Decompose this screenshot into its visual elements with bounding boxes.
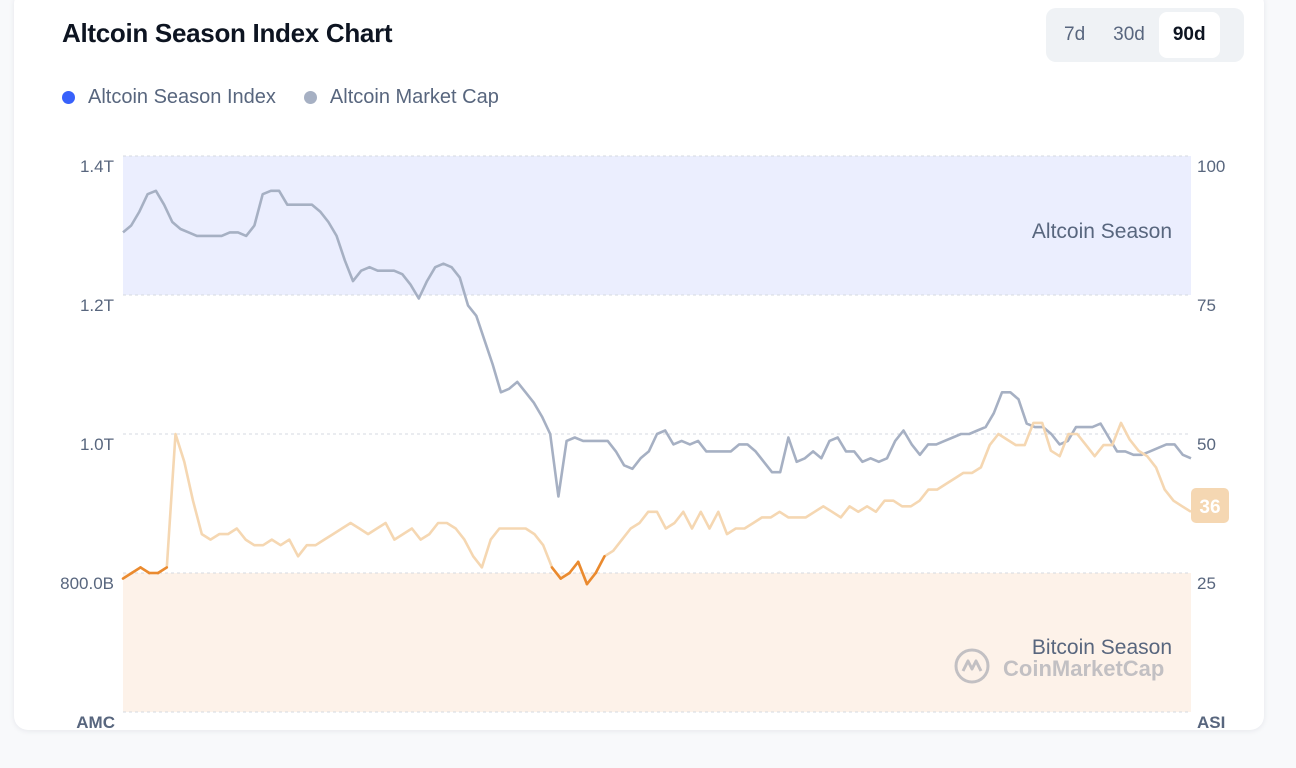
watermark-text: CoinMarketCap <box>1003 656 1164 681</box>
current-value-badge: 36 <box>1191 488 1229 523</box>
legend-dot-market-cap <box>303 91 317 104</box>
page-title: Altcoin Season Index Chart <box>62 18 393 48</box>
series-line-1 <box>122 421 1192 586</box>
altcoin-season-zone <box>123 156 1191 295</box>
right-tick-4: 25 <box>1197 574 1216 593</box>
legend-dot-season-index <box>62 91 75 104</box>
legend-item-market-cap[interactable]: Altcoin Market Cap <box>303 86 499 109</box>
right-tick-2: 75 <box>1197 296 1216 315</box>
series-layer <box>121 189 1192 586</box>
series-bitcoin-season-segment <box>585 571 598 586</box>
left-tick-1: 1.4T <box>80 157 114 176</box>
series-bitcoin-season-segment <box>550 566 563 580</box>
series-bitcoin-season-segment <box>130 566 142 575</box>
series-line-0 <box>122 189 1192 498</box>
series-bitcoin-season-segment <box>156 566 169 575</box>
series-bitcoin-season-segment <box>576 560 589 586</box>
current-value-badge-bg <box>1191 488 1229 523</box>
bitcoin-season-label: Bitcoin Season <box>1032 636 1172 659</box>
left-tick-2: 1.2T <box>80 296 114 315</box>
legend-item-season-index[interactable]: Altcoin Season Index <box>62 86 276 109</box>
series-bitcoin-season-segment <box>594 555 606 575</box>
left-tick-4: 800.0B <box>60 574 114 593</box>
tab-7d[interactable]: 7d <box>1064 24 1086 45</box>
right-axis-name: ASI <box>1197 713 1225 732</box>
range-tabs: 7d 30d 90d <box>1046 8 1244 62</box>
watermark: CoinMarketCap <box>954 648 1164 684</box>
series-bitcoin-season-segment <box>139 566 151 575</box>
bitcoin-season-zone <box>123 573 1191 712</box>
tab-30d[interactable]: 30d <box>1113 24 1145 45</box>
series-bitcoin-season-segment <box>121 571 134 580</box>
right-tick-1: 100 <box>1197 157 1225 176</box>
chart-legend: Altcoin Season Index Altcoin Market Cap <box>62 86 499 109</box>
altcoin-season-label: Altcoin Season <box>1032 220 1172 243</box>
current-value-badge-text: 36 <box>1199 497 1220 518</box>
legend-label-season-index: Altcoin Season Index <box>88 86 276 108</box>
tab-90d[interactable]: 90d <box>1158 12 1220 58</box>
series-bitcoin-season-segment <box>568 560 580 575</box>
left-tick-3: 1.0T <box>80 435 114 454</box>
left-axis-name: AMC <box>76 713 115 732</box>
coinmarketcap-logo-icon <box>954 648 990 684</box>
right-tick-3: 50 <box>1197 435 1216 454</box>
legend-label-market-cap: Altcoin Market Cap <box>329 86 499 108</box>
series-bitcoin-season-segment <box>559 571 571 580</box>
